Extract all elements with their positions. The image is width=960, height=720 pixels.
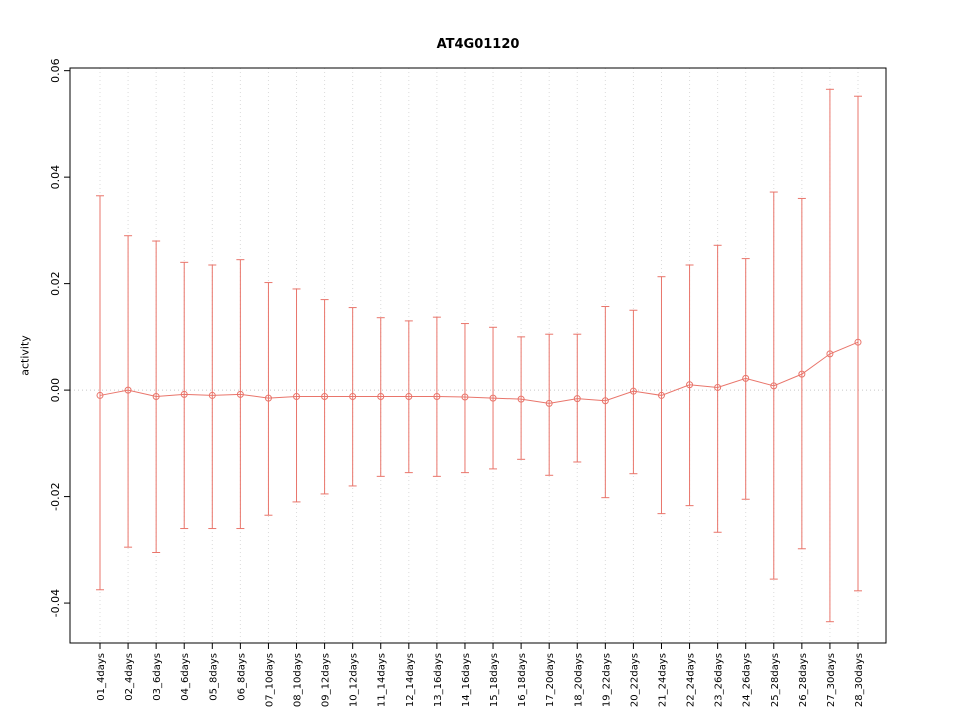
x-tick-label: 20_22days (629, 653, 640, 707)
data-point (461, 393, 469, 401)
data-point (714, 383, 722, 391)
x-tick-label: 14_16days (461, 653, 472, 707)
plot-box (69, 67, 887, 644)
x-tick-label: 19_22days (601, 653, 612, 707)
x-tick-label: 02_4days (124, 653, 135, 701)
x-tick-label: 28_30days (854, 653, 865, 707)
x-tick-label: 08_10days (293, 653, 304, 707)
x-tick-label: 01_4days (96, 653, 107, 701)
data-point (545, 399, 553, 407)
x-tick-label: 25_28days (770, 653, 781, 707)
y-tick-label: 0.04 (49, 165, 62, 190)
x-tick-label: 24_26days (742, 653, 753, 707)
data-point (180, 390, 188, 398)
x-tick-label: 17_20days (545, 653, 556, 707)
x-tick-label: 09_12days (321, 653, 332, 707)
x-tick-label: 06_8days (236, 653, 247, 701)
y-tick-label: 0.06 (49, 58, 62, 83)
x-tick-label: 16_18days (517, 653, 528, 707)
data-point (293, 392, 301, 400)
y-tick-label: -0.02 (49, 482, 62, 510)
data-point (601, 397, 609, 405)
data-point (770, 382, 778, 390)
data-point (152, 392, 160, 400)
data-point (124, 386, 132, 394)
x-tick-label: 23_26days (714, 653, 725, 707)
data-point (489, 394, 497, 402)
x-tick-label: 07_10days (264, 653, 275, 707)
x-tick-label: 26_28days (798, 653, 809, 707)
x-tick-label: 21_24days (657, 653, 668, 707)
data-point (517, 395, 525, 403)
data-point (657, 391, 665, 399)
x-tick-label: 12_14days (405, 653, 416, 707)
x-tick-label: 18_20days (573, 653, 584, 707)
data-point (742, 374, 750, 382)
data-point (573, 395, 581, 403)
data-point (96, 391, 104, 399)
x-tick-label: 03_6days (152, 653, 163, 701)
y-axis-title: activity (18, 335, 32, 376)
data-point (349, 392, 357, 400)
x-tick-label: 10_12days (349, 653, 360, 707)
y-tick-label: 0.00 (49, 378, 62, 403)
x-tick-label: 05_8days (208, 653, 219, 701)
x-tick-label: 22_24days (686, 653, 697, 707)
series-line (99, 341, 859, 404)
y-tick-label: -0.04 (49, 589, 62, 617)
data-point (321, 392, 329, 400)
x-tick-label: 15_18days (489, 653, 500, 707)
data-point (264, 394, 272, 402)
x-tick-label: 04_6days (180, 653, 191, 701)
data-point (433, 392, 441, 400)
data-point (686, 381, 694, 389)
data-point (405, 392, 413, 400)
x-tick-label: 11_14days (377, 653, 388, 707)
data-point (798, 370, 806, 378)
data-point (629, 387, 637, 395)
x-tick-label: 27_30days (826, 653, 837, 707)
x-tick-label: 13_16days (433, 653, 444, 707)
data-point (236, 390, 244, 398)
chart-title: AT4G01120 (436, 37, 520, 52)
data-point (377, 392, 385, 400)
data-point (854, 338, 862, 346)
data-point (826, 350, 834, 358)
y-tick-label: 0.02 (49, 271, 62, 296)
data-point (208, 391, 216, 399)
